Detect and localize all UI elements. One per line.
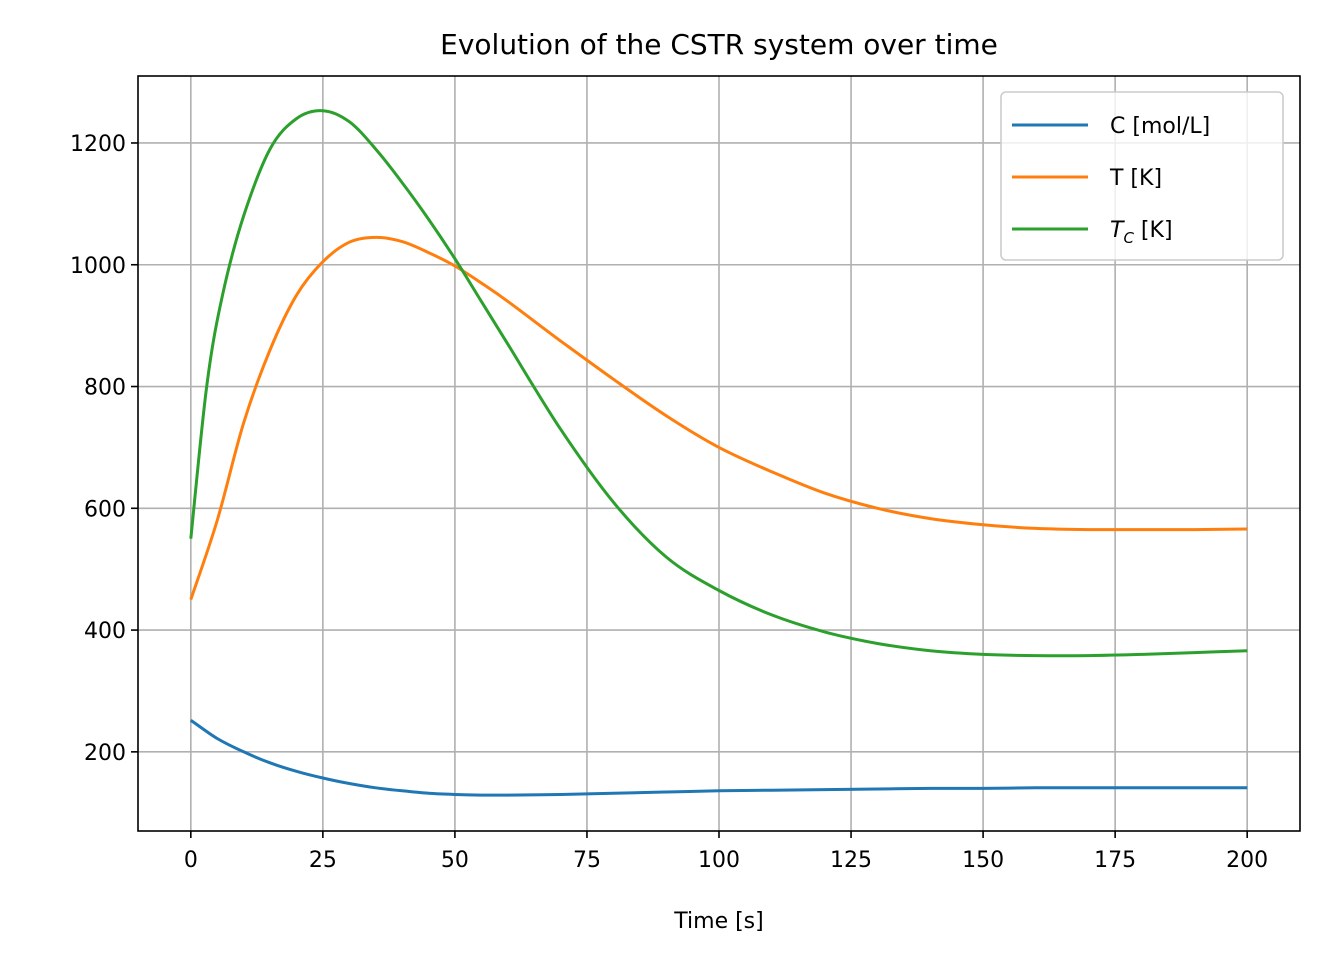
x-tick-label: 25	[309, 848, 337, 873]
series-line	[189, 235, 1248, 601]
x-tick-label: 175	[1094, 848, 1136, 873]
legend-box	[1000, 91, 1284, 261]
legend-label: TC [K]	[1110, 218, 1173, 247]
chart-title: Evolution of the CSTR system over time	[440, 28, 998, 61]
x-tick-label: 0	[184, 848, 198, 873]
x-axis-label: Time [s]	[673, 909, 763, 934]
series-line	[189, 109, 1248, 658]
y-tick-label: 1000	[70, 254, 126, 279]
axis-ticks: 0 25 50 75 100 125 150 175 200 200 400 600 800 1000 12…	[70, 132, 1268, 873]
y-tick-label: 800	[84, 376, 126, 401]
y-tick-label: 1200	[70, 132, 126, 157]
x-tick-label: 100	[698, 848, 740, 873]
y-tick-label: 600	[84, 497, 126, 522]
legend-label-main: T [K]	[1109, 166, 1162, 191]
legend-label-tail: [K]	[1134, 218, 1173, 243]
y-tick-label: 200	[84, 741, 126, 766]
x-tick-label: 50	[441, 848, 469, 873]
legend: C [mol/L]T [K]TC [K]	[1000, 91, 1284, 261]
x-tick-label: 200	[1226, 848, 1268, 873]
legend-label: T [K]	[1109, 166, 1162, 191]
legend-label-main: C [mol/L]	[1110, 114, 1210, 139]
series-lines	[189, 109, 1248, 797]
x-tick-label: 150	[962, 848, 1004, 873]
x-tick-label: 125	[830, 848, 872, 873]
legend-label-main: T	[1110, 218, 1125, 243]
series-line	[189, 718, 1248, 797]
x-tick-label: 75	[573, 848, 601, 873]
legend-label-subscript: C	[1123, 229, 1134, 247]
legend-label: C [mol/L]	[1110, 114, 1210, 139]
y-tick-label: 400	[84, 619, 126, 644]
